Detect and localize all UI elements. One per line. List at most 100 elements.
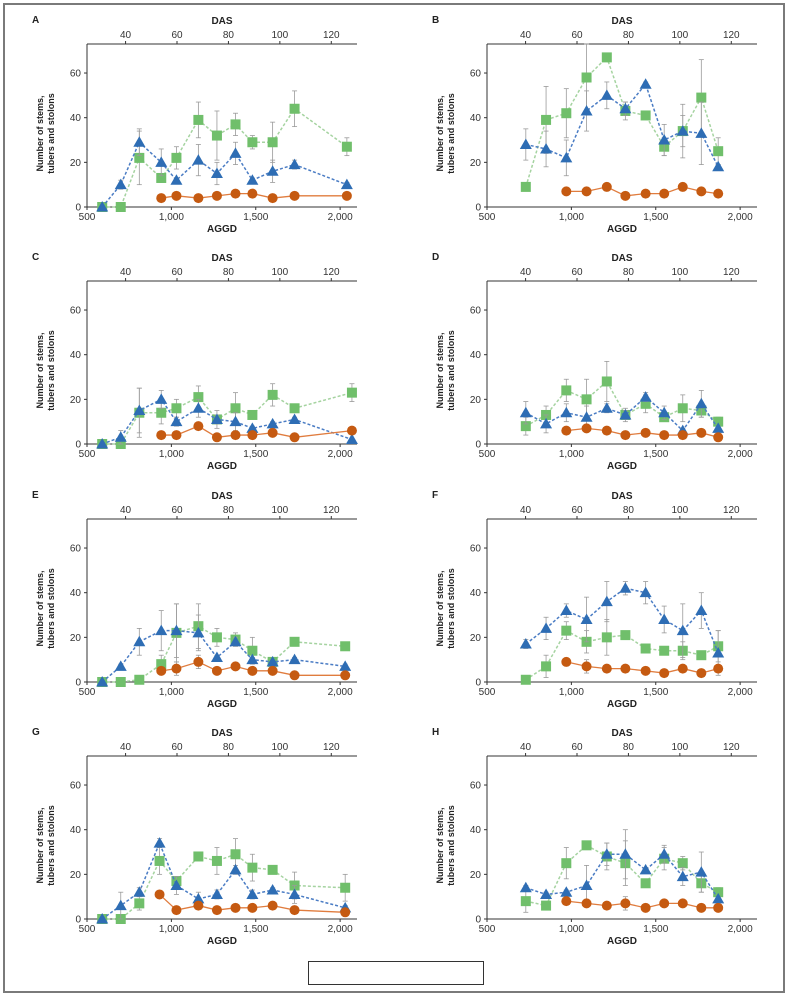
point-nt [134, 898, 145, 909]
series-nt [520, 619, 724, 685]
point-ns [696, 668, 707, 679]
y-axis-title: Number of stems,tubers and stolons [435, 330, 456, 411]
point-nst [266, 883, 279, 895]
point-ns [289, 905, 300, 916]
point-nt [115, 202, 126, 212]
point-ns [289, 432, 300, 443]
point-nst [712, 646, 725, 658]
x-axis-title: AGGD [207, 461, 237, 472]
point-nst [246, 174, 259, 185]
point-nt [247, 137, 258, 148]
x-tick-label: 500 [479, 449, 496, 460]
series-nt [520, 43, 724, 192]
y-tick-label: 20 [470, 158, 482, 169]
panel-f: F DAS AGGD Number of stems,tubers and stolo… [432, 490, 757, 710]
top-axis-title: DAS [211, 16, 232, 27]
point-ns [267, 193, 278, 204]
point-ns [193, 656, 204, 667]
series-ns [561, 423, 724, 443]
x-axis-title: AGGD [207, 699, 237, 710]
series-ns [561, 181, 724, 201]
point-nst [114, 899, 127, 911]
point-ns [659, 188, 670, 199]
point-ns [267, 900, 278, 911]
point-nt [640, 878, 651, 889]
point-nst [712, 422, 725, 433]
x-tick-label: 1,000 [159, 687, 184, 698]
point-ns [620, 898, 631, 909]
top-tick-label: 40 [120, 505, 132, 516]
point-nst [560, 406, 573, 418]
point-nst [229, 635, 242, 647]
point-nt [713, 416, 724, 427]
point-nt [520, 421, 531, 432]
point-ns [561, 425, 572, 436]
point-nst [540, 142, 553, 154]
x-tick-label: 500 [479, 212, 496, 223]
x-tick-label: 2,000 [328, 924, 353, 935]
point-nt [193, 392, 204, 403]
point-nt [289, 403, 300, 414]
series-nst [519, 829, 725, 907]
y-axis-title: Number of stems,tubers and stolons [35, 568, 56, 649]
point-nst [192, 154, 205, 165]
point-nst [114, 660, 127, 671]
series-ns [156, 421, 357, 443]
top-axis-title: DAS [211, 491, 232, 502]
x-tick-label: 500 [79, 449, 96, 460]
point-nst [540, 888, 553, 899]
x-tick-label: 1,500 [643, 449, 668, 460]
x-tick-label: 2,000 [328, 687, 353, 698]
point-nt [340, 882, 351, 893]
series-line-nt [525, 56, 719, 188]
point-nst [540, 622, 553, 633]
y-axis-title: Number of stems,tubers and stolons [35, 805, 56, 886]
point-nst [266, 165, 279, 176]
point-nt [247, 862, 258, 873]
y-axis-title: Number of stems,tubers and stolons [435, 93, 456, 174]
point-ns [696, 902, 707, 913]
point-ns [247, 665, 258, 676]
point-nst [676, 125, 689, 136]
top-tick-label: 100 [272, 30, 289, 41]
point-ns [696, 427, 707, 438]
y-tick-label: 0 [75, 203, 81, 214]
y-axis-title: Number of stems,tubers and stolons [35, 93, 56, 174]
x-tick-label: 2,000 [728, 687, 753, 698]
panel-g: G DAS AGGD Number of stems,tubers and stolo… [32, 727, 357, 947]
point-nst [560, 886, 573, 897]
point-nst [712, 892, 725, 904]
top-tick-label: 80 [623, 267, 635, 278]
point-nt [541, 661, 552, 672]
point-nst [96, 201, 109, 212]
point-nst [288, 653, 301, 665]
series-ns [156, 654, 351, 681]
y-tick-label: 40 [70, 113, 82, 124]
point-nt [171, 152, 182, 163]
point-nst [676, 624, 689, 636]
series-ns [561, 896, 724, 913]
top-tick-label: 100 [672, 30, 689, 41]
point-nst [600, 848, 613, 859]
point-nst [192, 892, 205, 904]
top-axis-title: DAS [611, 16, 632, 27]
point-ns [289, 670, 300, 681]
y-tick-label: 20 [470, 870, 482, 881]
point-ns [713, 902, 724, 913]
point-ns [230, 902, 241, 913]
x-tick-label: 500 [79, 687, 96, 698]
point-nt [620, 630, 631, 641]
point-nst [229, 147, 242, 158]
top-tick-label: 40 [120, 267, 132, 278]
x-axis-title: AGGD [607, 224, 637, 235]
point-nst [210, 651, 223, 662]
point-nst [288, 158, 301, 170]
point-nst [114, 431, 127, 442]
point-nt [115, 677, 126, 687]
x-axis-title: AGGD [207, 936, 237, 947]
point-ns [154, 889, 165, 900]
point-nst [96, 438, 109, 449]
series-nt [520, 360, 724, 436]
point-nst [695, 397, 708, 409]
y-tick-label: 20 [70, 395, 82, 406]
